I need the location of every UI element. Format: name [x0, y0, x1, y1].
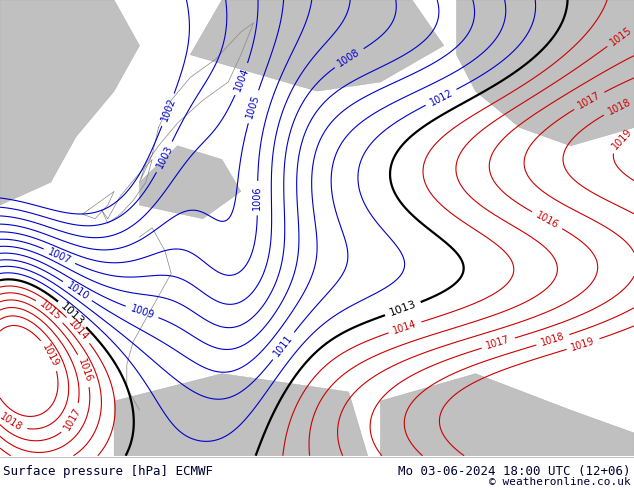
Text: 1018: 1018: [0, 412, 24, 433]
Polygon shape: [114, 374, 368, 456]
Polygon shape: [456, 0, 634, 146]
Text: 1012: 1012: [428, 87, 455, 107]
Text: 1017: 1017: [62, 406, 83, 432]
Text: 1004: 1004: [233, 66, 251, 93]
Text: 1019: 1019: [570, 336, 597, 353]
Text: 1008: 1008: [336, 47, 362, 69]
Text: 1018: 1018: [606, 97, 632, 117]
Polygon shape: [380, 374, 634, 456]
Text: © weatheronline.co.uk: © weatheronline.co.uk: [489, 477, 631, 487]
Text: 1016: 1016: [534, 210, 560, 230]
Text: 1009: 1009: [129, 303, 155, 320]
Text: 1019: 1019: [610, 126, 634, 151]
Text: 1002: 1002: [159, 97, 177, 123]
Text: 1016: 1016: [76, 357, 94, 384]
Text: 1015: 1015: [37, 299, 63, 322]
Text: 1006: 1006: [252, 186, 262, 210]
Text: 1017: 1017: [485, 335, 512, 351]
Text: Mo 03-06-2024 18:00 UTC (12+06): Mo 03-06-2024 18:00 UTC (12+06): [398, 466, 631, 478]
Polygon shape: [139, 146, 241, 219]
Text: 1003: 1003: [155, 144, 174, 170]
Polygon shape: [190, 0, 444, 91]
Text: 1014: 1014: [67, 318, 90, 343]
Text: 1007: 1007: [46, 246, 73, 266]
Text: 1017: 1017: [576, 90, 602, 111]
Polygon shape: [0, 0, 139, 205]
Text: 1013: 1013: [59, 301, 86, 327]
Text: 1010: 1010: [65, 280, 91, 302]
Text: 1019: 1019: [41, 342, 60, 368]
Text: Surface pressure [hPa] ECMWF: Surface pressure [hPa] ECMWF: [3, 466, 213, 478]
Text: 1015: 1015: [609, 25, 634, 48]
Text: 1018: 1018: [540, 331, 566, 348]
Text: 1013: 1013: [388, 299, 418, 318]
Text: 1014: 1014: [392, 318, 418, 336]
Text: 1005: 1005: [245, 94, 262, 120]
Text: 1011: 1011: [272, 333, 295, 359]
